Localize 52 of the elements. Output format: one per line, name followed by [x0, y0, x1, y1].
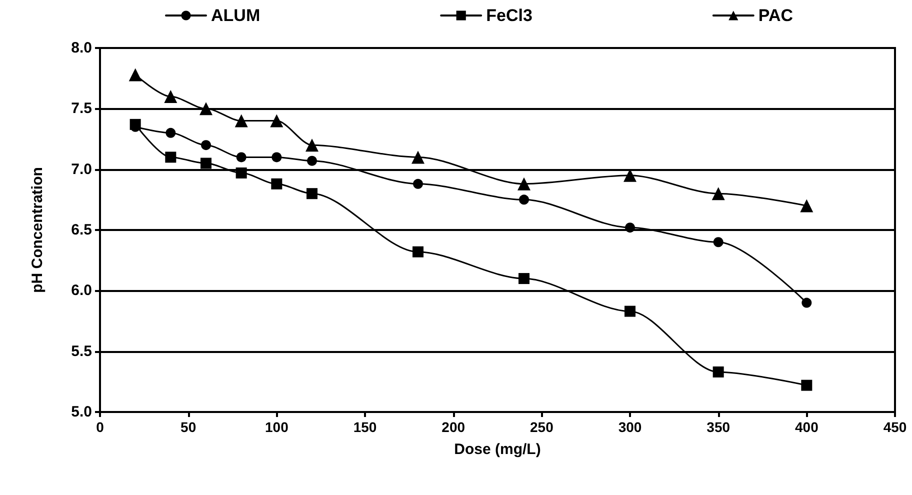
point [128, 68, 142, 82]
y-axis-title: pH Concentration [29, 167, 46, 293]
x-tick-label: 100 [264, 419, 289, 435]
point [307, 156, 317, 166]
y-tick-label: 8.0 [71, 40, 92, 56]
x-tick-label: 350 [706, 419, 730, 435]
point [201, 140, 211, 150]
point [518, 273, 530, 284]
point [200, 102, 212, 116]
y-tick-label: 6.0 [71, 282, 92, 300]
legend-label: FeCl3 [486, 6, 532, 25]
point [166, 128, 176, 138]
point [800, 199, 814, 212]
x-tick-label: 400 [794, 419, 819, 435]
x-tick-label: 50 [180, 419, 196, 435]
x-tick-label: 450 [883, 419, 907, 435]
point [272, 152, 282, 162]
point [412, 246, 424, 258]
point [712, 366, 724, 378]
x-axis-title: Dose (mg/L) [454, 441, 541, 458]
point [801, 380, 812, 391]
point [712, 187, 725, 200]
point [200, 158, 212, 169]
point [413, 178, 423, 189]
point [519, 194, 529, 205]
x-tick-label: 200 [442, 419, 466, 435]
legend-label: ALUM [211, 6, 260, 25]
y-tick-label: 7.0 [71, 160, 92, 178]
point [306, 188, 318, 200]
point [234, 114, 248, 128]
point [518, 177, 530, 190]
point [306, 138, 318, 152]
x-tick-label: 150 [353, 419, 377, 435]
point [236, 152, 246, 162]
x-tick-label: 300 [618, 419, 642, 435]
point [270, 114, 284, 128]
point [802, 298, 812, 308]
y-tick-label: 6.5 [71, 222, 92, 238]
legend-label: PAC [758, 6, 794, 25]
y-tick-label: 5.5 [71, 342, 92, 360]
point [165, 152, 176, 163]
x-tick-label: 0 [96, 419, 104, 435]
point [236, 167, 247, 178]
point [164, 90, 178, 104]
x-tick-label: 250 [530, 419, 554, 435]
y-tick-label: 7.5 [71, 100, 92, 118]
point [625, 222, 635, 233]
y-tick-label: 5.0 [71, 404, 92, 420]
point [271, 178, 282, 190]
point [412, 150, 424, 164]
point [624, 306, 636, 317]
point [713, 237, 724, 248]
